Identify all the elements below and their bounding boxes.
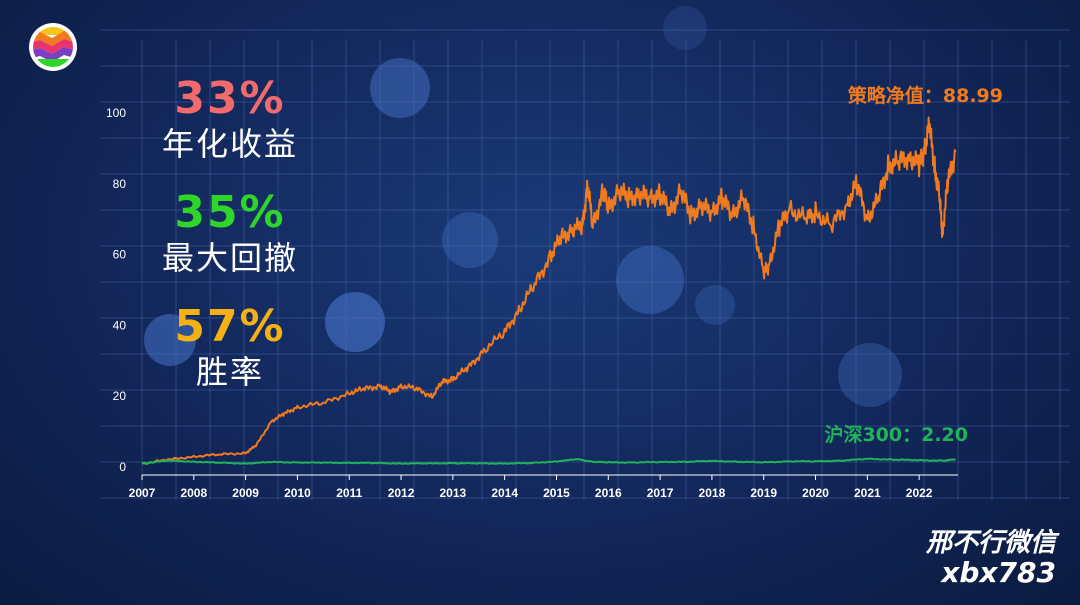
bokeh-circle: [325, 292, 385, 352]
x-tick-label: 2019: [750, 486, 777, 500]
x-tick-label: 2013: [440, 486, 467, 500]
x-tick-label: 2012: [388, 486, 415, 500]
bokeh-circle: [144, 314, 196, 366]
x-tick-label: 2007: [129, 486, 156, 500]
app-logo: [29, 23, 77, 71]
bokeh-circle: [838, 343, 902, 407]
stat-label: 年化收益: [161, 125, 298, 163]
y-tick-label: 60: [113, 248, 127, 262]
stat-max-drawdown: 35% 最大回撤: [150, 188, 310, 278]
bokeh-circle: [442, 212, 498, 268]
y-tick-label: 40: [113, 318, 127, 332]
x-tick-label: 2015: [543, 486, 570, 500]
bokeh-circle: [370, 58, 430, 118]
x-tick-label: 2022: [906, 486, 933, 500]
x-tick-label: 2020: [802, 486, 829, 500]
x-axis-ticks: 2007 2008 2009 2010 2011 2012 2013 2014 2015 2016…: [129, 474, 958, 500]
y-tick-label: 20: [113, 389, 127, 403]
series-line-strategy: [141, 116, 957, 465]
y-tick-label: 0: [119, 460, 126, 474]
x-tick-label: 2010: [284, 486, 311, 500]
stat-label: 胜率: [195, 353, 264, 391]
stat-value: 57%: [174, 301, 286, 352]
bokeh-circle: [616, 246, 684, 314]
bokeh-circle: [663, 6, 707, 50]
x-tick-label: 2021: [854, 486, 881, 500]
y-tick-label: 80: [113, 177, 127, 191]
y-tick-label: 100: [106, 106, 126, 120]
x-tick-label: 2014: [491, 486, 518, 500]
x-tick-label: 2016: [595, 486, 622, 500]
series-lines: [141, 116, 957, 465]
x-tick-label: 2018: [699, 486, 726, 500]
bokeh-circle: [695, 285, 735, 325]
stat-value: 33%: [174, 73, 286, 124]
stat-win-rate: 57% 胜率: [150, 302, 310, 392]
stat-label: 最大回撤: [161, 239, 298, 277]
background-bokeh: [144, 6, 902, 407]
watermark-line1: 邢不行微信: [925, 528, 1056, 558]
series-end-label: 策略净值：88.99: [848, 84, 1003, 107]
x-tick-label: 2011: [336, 486, 362, 500]
stat-annual-return: 33% 年化收益: [150, 74, 310, 164]
y-axis-ticks: 0 20 40 60 80 100: [106, 106, 126, 474]
stat-value: 35%: [174, 187, 286, 238]
watermark-line2: xbx783: [941, 556, 1056, 589]
x-tick-label: 2017: [647, 486, 674, 500]
series-end-labels: 策略净值：88.99 沪深300：2.20: [824, 84, 1003, 446]
series-line-benchmark: [141, 457, 956, 465]
x-tick-label: 2008: [180, 486, 207, 500]
series-end-label: 沪深300：2.20: [824, 423, 968, 446]
x-tick-label: 2009: [232, 486, 259, 500]
